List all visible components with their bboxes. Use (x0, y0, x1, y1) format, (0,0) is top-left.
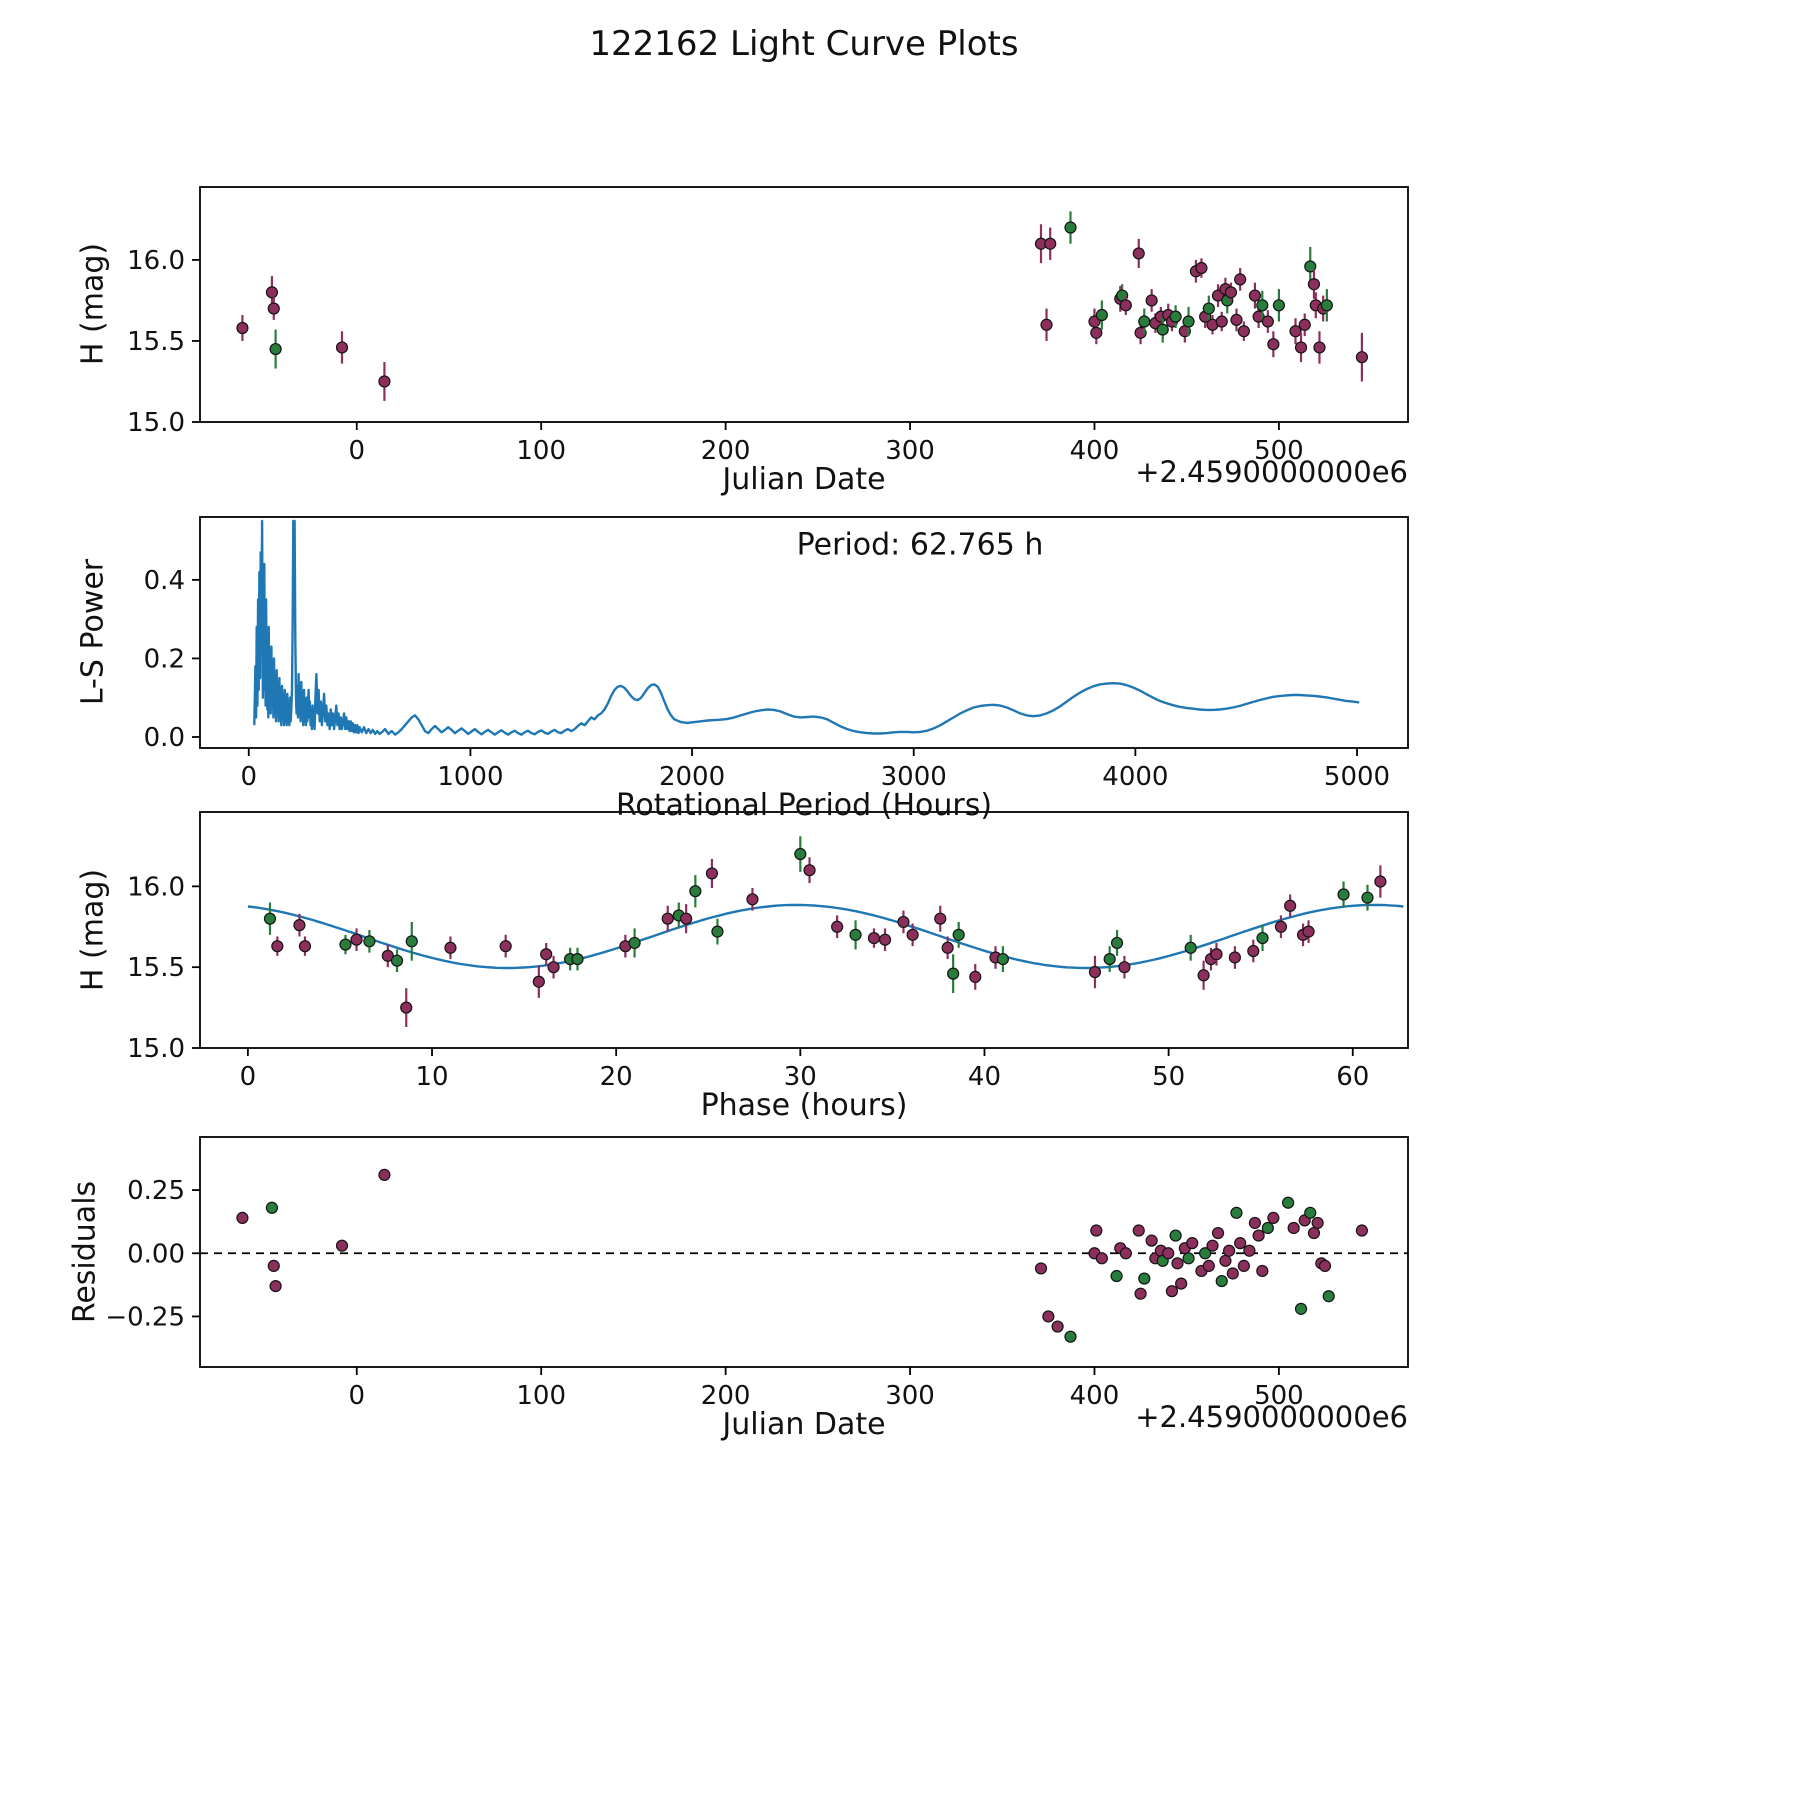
svg-text:40: 40 (968, 1062, 1001, 1092)
svg-text:3000: 3000 (881, 762, 947, 792)
svg-text:0.2: 0.2 (144, 644, 185, 674)
svg-text:0.4: 0.4 (144, 566, 185, 596)
xlabel-periodogram: Rotational Period (Hours) (615, 788, 993, 823)
svg-text:0.25: 0.25 (127, 1176, 185, 1206)
svg-text:400: 400 (1070, 1381, 1120, 1411)
svg-text:16.0: 16.0 (127, 246, 185, 276)
svg-text:16.0: 16.0 (127, 872, 185, 902)
svg-text:0.0: 0.0 (144, 723, 185, 753)
svg-text:500: 500 (1254, 1381, 1304, 1411)
svg-text:1000: 1000 (437, 762, 503, 792)
ylabel-periodogram: L-S Power (75, 558, 111, 706)
period-annotation: Period: 62.765 h (796, 527, 1044, 563)
svg-text:5000: 5000 (1324, 762, 1390, 792)
svg-text:0: 0 (348, 436, 365, 466)
svg-text:−0.25: −0.25 (105, 1302, 185, 1332)
svg-text:100: 100 (516, 1381, 566, 1411)
svg-text:400: 400 (1070, 436, 1120, 466)
svg-text:0: 0 (348, 1381, 365, 1411)
ylabel-phase: H (mag) (75, 868, 111, 992)
svg-text:500: 500 (1254, 436, 1304, 466)
xlabel-lightcurve: Julian Date (722, 462, 886, 497)
svg-text:300: 300 (885, 436, 935, 466)
svg-text:20: 20 (600, 1062, 633, 1092)
offset-text-residuals: +2.4590000000e6 (1135, 1400, 1408, 1434)
svg-text:15.0: 15.0 (127, 1034, 185, 1064)
svg-text:100: 100 (516, 436, 566, 466)
svg-text:0: 0 (240, 1062, 257, 1092)
svg-text:200: 200 (701, 436, 751, 466)
offset-text-lightcurve: +2.4590000000e6 (1135, 455, 1408, 489)
svg-text:15.0: 15.0 (127, 408, 185, 438)
svg-text:2000: 2000 (659, 762, 725, 792)
svg-text:0.00: 0.00 (127, 1239, 185, 1269)
xlabel-residuals: Julian Date (722, 1407, 886, 1442)
ylabel-residuals: Residuals (67, 1180, 103, 1324)
svg-text:15.5: 15.5 (127, 327, 185, 357)
xlabel-phase: Phase (hours) (700, 1088, 908, 1123)
svg-text:15.5: 15.5 (127, 953, 185, 983)
svg-text:200: 200 (701, 1381, 751, 1411)
svg-text:30: 30 (784, 1062, 817, 1092)
svg-text:300: 300 (885, 1381, 935, 1411)
ylabel-lightcurve: H (mag) (75, 242, 111, 366)
svg-text:60: 60 (1336, 1062, 1369, 1092)
svg-text:4000: 4000 (1102, 762, 1168, 792)
svg-text:10: 10 (415, 1062, 448, 1092)
figure-title: 122162 Light Curve Plots (589, 24, 1019, 64)
svg-text:0: 0 (240, 762, 257, 792)
svg-text:50: 50 (1152, 1062, 1185, 1092)
